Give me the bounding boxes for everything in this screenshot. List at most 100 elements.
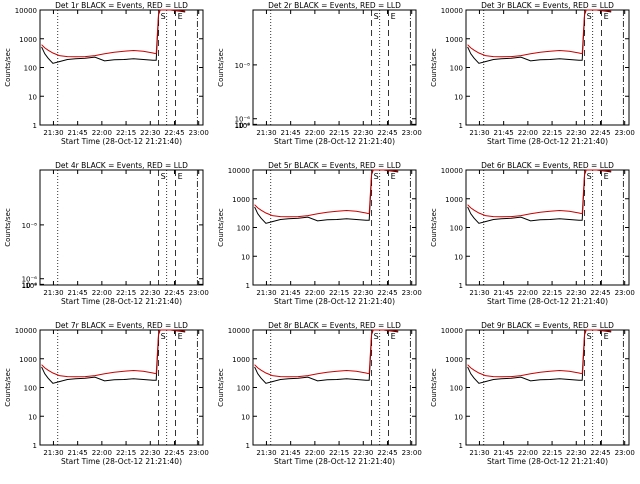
panel-title: Det 1r BLACK = Events, RED = LLD bbox=[55, 1, 188, 10]
y-tick-label: 10⁻² bbox=[22, 282, 38, 290]
y-tick-label: 1000 bbox=[445, 196, 463, 204]
series-line-lld bbox=[254, 329, 399, 378]
marker-label: E bbox=[178, 172, 183, 181]
y-tick-label: 1 bbox=[459, 282, 463, 290]
x-tick-label: 22:30 bbox=[140, 449, 160, 457]
x-tick-label: 23:00 bbox=[189, 129, 209, 137]
x-tick-label: 21:45 bbox=[494, 289, 514, 297]
x-tick-label: 22:30 bbox=[566, 129, 586, 137]
x-axis-label: Start Time (28-Oct-12 21:21:40) bbox=[61, 137, 182, 146]
series-line-lld bbox=[254, 169, 399, 218]
x-tick-label: 22:45 bbox=[164, 449, 184, 457]
x-tick-label: 21:45 bbox=[494, 449, 514, 457]
x-tick-label: 22:45 bbox=[377, 289, 397, 297]
marker-label: S bbox=[587, 12, 592, 21]
x-tick-label: 22:00 bbox=[305, 129, 325, 137]
y-tick-label: 100 bbox=[237, 385, 250, 393]
x-tick-label: 22:15 bbox=[329, 129, 349, 137]
x-tick-label: 21:30 bbox=[256, 449, 276, 457]
marker-label: E bbox=[391, 332, 396, 341]
y-tick-label: 10 bbox=[241, 253, 250, 261]
x-tick-label: 23:00 bbox=[615, 129, 635, 137]
panel-title: Det 9r BLACK = Events, RED = LLD bbox=[481, 321, 614, 330]
y-axis-label: Counts/sec bbox=[217, 368, 225, 407]
x-tick-label: 23:00 bbox=[402, 449, 422, 457]
x-tick-label: 21:45 bbox=[281, 449, 301, 457]
plot-frame bbox=[39, 329, 204, 446]
y-tick-label: 100 bbox=[24, 65, 37, 73]
chart-panel-3: Det 3r BLACK = Events, RED = LLD 1 10 100 10… bbox=[430, 1, 635, 146]
x-tick-label: 22:15 bbox=[542, 129, 562, 137]
x-tick-label: 22:45 bbox=[590, 289, 610, 297]
y-tick-label: 10000 bbox=[228, 167, 250, 175]
y-tick-label: 10⁻⁶ bbox=[235, 116, 251, 124]
y-tick-label: 10000 bbox=[15, 7, 37, 15]
y-tick-label: 100 bbox=[450, 385, 463, 393]
x-tick-label: 21:45 bbox=[281, 129, 301, 137]
panel-title: Det 4r BLACK = Events, RED = LLD bbox=[55, 161, 188, 170]
x-tick-label: 21:45 bbox=[281, 289, 301, 297]
x-tick-label: 22:00 bbox=[518, 449, 538, 457]
y-tick-label: 1000 bbox=[19, 36, 37, 44]
y-tick-label: 1 bbox=[459, 122, 463, 130]
y-tick-label: 1 bbox=[459, 442, 463, 450]
x-tick-label: 21:30 bbox=[43, 449, 63, 457]
x-tick-label: 21:30 bbox=[469, 129, 489, 137]
y-tick-label: 1 bbox=[246, 442, 250, 450]
y-tick-label: 10 bbox=[28, 413, 37, 421]
x-tick-label: 22:45 bbox=[590, 449, 610, 457]
chart-panel-8: Det 8r BLACK = Events, RED = LLD 1 10 100 10… bbox=[217, 321, 422, 466]
marker-label: S bbox=[374, 172, 379, 181]
x-tick-label: 22:15 bbox=[116, 289, 136, 297]
marker-label: S bbox=[374, 332, 379, 341]
panel-title: Det 2r BLACK = Events, RED = LLD bbox=[268, 1, 401, 10]
x-tick-label: 22:30 bbox=[140, 129, 160, 137]
x-tick-label: 22:00 bbox=[92, 129, 112, 137]
y-tick-label: 10000 bbox=[441, 327, 463, 335]
x-tick-label: 22:00 bbox=[518, 129, 538, 137]
x-axis-label: Start Time (28-Oct-12 21:21:40) bbox=[274, 137, 395, 146]
x-tick-label: 22:00 bbox=[305, 449, 325, 457]
y-axis-label: Counts/sec bbox=[430, 208, 438, 247]
x-tick-label: 22:30 bbox=[353, 449, 373, 457]
x-tick-label: 21:30 bbox=[256, 289, 276, 297]
plot-frame bbox=[465, 329, 630, 446]
chart-panel-7: Det 7r BLACK = Events, RED = LLD 1 10 100 10… bbox=[4, 321, 209, 466]
y-axis-label: Counts/sec bbox=[4, 208, 12, 247]
x-tick-label: 21:30 bbox=[43, 289, 63, 297]
y-axis-label: Counts/sec bbox=[430, 48, 438, 87]
x-tick-label: 22:30 bbox=[140, 289, 160, 297]
x-tick-label: 22:30 bbox=[353, 289, 373, 297]
chart-panel-1: Det 1r BLACK = Events, RED = LLD 1 10 100 10… bbox=[4, 1, 209, 146]
x-tick-label: 22:30 bbox=[566, 449, 586, 457]
x-tick-label: 23:00 bbox=[189, 449, 209, 457]
x-axis-label: Start Time (28-Oct-12 21:21:40) bbox=[61, 297, 182, 306]
y-tick-label: 1000 bbox=[19, 356, 37, 364]
plot-frame bbox=[465, 9, 630, 126]
x-tick-label: 21:45 bbox=[68, 129, 88, 137]
y-tick-label: 10⁻⁸ bbox=[22, 222, 38, 230]
plot-frame bbox=[39, 9, 204, 126]
x-axis-label: Start Time (28-Oct-12 21:21:40) bbox=[487, 137, 608, 146]
y-tick-label: 10 bbox=[454, 413, 463, 421]
marker-label: E bbox=[604, 12, 609, 21]
series-line-lld bbox=[41, 329, 186, 378]
x-axis-label: Start Time (28-Oct-12 21:21:40) bbox=[274, 297, 395, 306]
y-tick-label: 1 bbox=[33, 122, 37, 130]
y-tick-label: 10 bbox=[28, 93, 37, 101]
x-tick-label: 22:15 bbox=[329, 289, 349, 297]
x-tick-label: 23:00 bbox=[615, 289, 635, 297]
y-axis-label: Counts/sec bbox=[217, 48, 225, 87]
x-tick-label: 21:30 bbox=[469, 289, 489, 297]
y-tick-label: 10 bbox=[454, 93, 463, 101]
x-axis-label: Start Time (28-Oct-12 21:21:40) bbox=[61, 457, 182, 466]
x-tick-label: 21:30 bbox=[43, 129, 63, 137]
panel-title: Det 5r BLACK = Events, RED = LLD bbox=[268, 161, 401, 170]
x-tick-label: 22:30 bbox=[353, 129, 373, 137]
y-tick-label: 10000 bbox=[441, 167, 463, 175]
x-tick-label: 21:45 bbox=[68, 289, 88, 297]
marker-label: E bbox=[178, 12, 183, 21]
y-tick-label: 1 bbox=[33, 442, 37, 450]
